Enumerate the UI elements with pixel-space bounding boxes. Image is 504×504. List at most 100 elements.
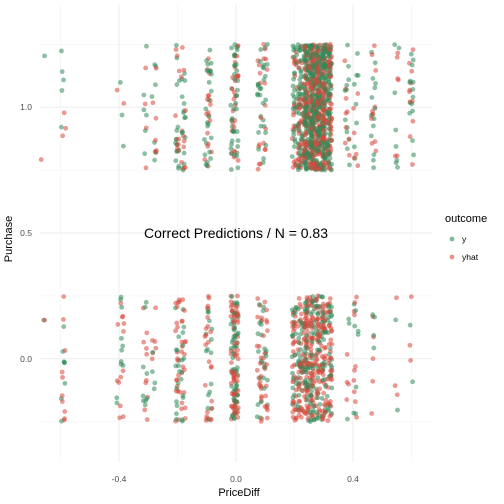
data-point-y bbox=[296, 150, 302, 156]
data-point-yhat bbox=[206, 295, 212, 301]
data-point-yhat bbox=[298, 311, 304, 317]
data-point-yhat bbox=[307, 334, 313, 340]
data-point-y bbox=[302, 382, 308, 388]
data-point-y bbox=[265, 377, 270, 383]
data-point-yhat bbox=[394, 392, 400, 398]
data-point-yhat bbox=[119, 314, 125, 320]
data-point-y bbox=[258, 58, 263, 64]
data-point-y bbox=[307, 70, 313, 76]
data-point-y bbox=[371, 157, 376, 163]
data-point-yhat bbox=[328, 376, 334, 382]
data-point-yhat bbox=[174, 53, 180, 59]
data-point-y bbox=[305, 136, 311, 142]
data-point-yhat bbox=[296, 124, 302, 130]
data-point-y bbox=[180, 129, 186, 135]
data-point-y bbox=[303, 167, 309, 172]
data-point-yhat bbox=[346, 136, 352, 142]
data-point-y bbox=[295, 167, 301, 173]
data-point-y bbox=[257, 92, 263, 98]
data-point-yhat bbox=[143, 65, 149, 71]
data-point-y bbox=[317, 347, 322, 353]
data-point-y bbox=[326, 116, 332, 122]
data-point-yhat bbox=[310, 316, 316, 321]
data-point-y bbox=[119, 304, 125, 310]
data-point-yhat bbox=[343, 125, 349, 130]
data-point-y bbox=[353, 384, 359, 390]
data-point-yhat bbox=[257, 70, 263, 76]
data-point-y bbox=[354, 120, 359, 126]
data-point-yhat bbox=[302, 324, 308, 329]
data-point-yhat bbox=[295, 59, 301, 65]
data-point-y bbox=[257, 320, 262, 326]
data-point-yhat bbox=[121, 321, 127, 326]
data-point-yhat bbox=[290, 399, 296, 404]
data-point-y bbox=[255, 331, 261, 337]
data-point-y bbox=[303, 109, 309, 114]
data-point-yhat bbox=[297, 398, 303, 404]
data-point-yhat bbox=[231, 319, 236, 325]
data-point-y bbox=[234, 368, 240, 374]
data-point-y bbox=[144, 43, 149, 49]
data-point-yhat bbox=[354, 414, 359, 420]
data-point-y bbox=[328, 314, 334, 319]
data-point-y bbox=[143, 299, 149, 305]
data-point-y bbox=[258, 47, 264, 52]
data-point-yhat bbox=[207, 118, 213, 123]
data-point-yhat bbox=[181, 390, 187, 395]
data-point-yhat bbox=[231, 124, 237, 130]
data-point-yhat bbox=[255, 314, 261, 320]
data-point-y bbox=[295, 92, 301, 98]
data-point-yhat bbox=[319, 97, 325, 103]
data-point-y bbox=[120, 363, 126, 368]
data-point-y bbox=[233, 100, 239, 106]
data-point-yhat bbox=[205, 96, 210, 102]
data-point-y bbox=[315, 310, 320, 316]
data-point-yhat bbox=[354, 294, 359, 300]
x-tick-label: -0.4 bbox=[112, 474, 127, 484]
data-point-yhat bbox=[256, 344, 262, 349]
data-point-y bbox=[231, 334, 237, 339]
data-point-y bbox=[311, 63, 316, 69]
data-point-y bbox=[234, 383, 240, 389]
data-point-y bbox=[395, 407, 400, 413]
data-point-y bbox=[409, 62, 415, 68]
data-point-y bbox=[321, 360, 327, 365]
data-point-y bbox=[342, 117, 348, 123]
data-point-yhat bbox=[327, 413, 333, 419]
data-point-yhat bbox=[206, 359, 212, 365]
data-point-y bbox=[302, 60, 308, 66]
data-point-yhat bbox=[328, 337, 334, 343]
data-point-yhat bbox=[228, 380, 234, 386]
data-point-y bbox=[228, 345, 234, 351]
data-point-y bbox=[300, 137, 305, 142]
data-point-yhat bbox=[344, 379, 350, 385]
data-point-y bbox=[204, 58, 209, 64]
data-point-y bbox=[290, 370, 295, 376]
data-point-y bbox=[346, 320, 352, 326]
data-point-y bbox=[392, 42, 398, 48]
data-point-y bbox=[292, 310, 298, 316]
data-point-y bbox=[309, 352, 314, 358]
data-point-y bbox=[393, 144, 399, 149]
data-point-yhat bbox=[314, 317, 320, 323]
data-point-y bbox=[61, 359, 67, 365]
data-point-y bbox=[232, 52, 237, 58]
data-point-yhat bbox=[299, 406, 305, 412]
data-point-y bbox=[59, 48, 64, 54]
data-point-y bbox=[207, 68, 213, 74]
data-point-y bbox=[120, 143, 126, 149]
data-point-yhat bbox=[326, 323, 332, 329]
data-point-yhat bbox=[351, 105, 356, 111]
data-point-yhat bbox=[179, 400, 185, 406]
data-point-y bbox=[295, 88, 301, 94]
data-point-y bbox=[291, 144, 297, 149]
data-point-yhat bbox=[329, 328, 335, 334]
data-point-y bbox=[176, 334, 182, 340]
data-point-y bbox=[177, 369, 182, 374]
data-point-yhat bbox=[328, 355, 334, 361]
data-point-yhat bbox=[395, 50, 401, 56]
data-point-y bbox=[311, 416, 317, 422]
x-tick-label: 0.0 bbox=[230, 474, 242, 484]
data-point-y bbox=[372, 85, 378, 91]
data-point-y bbox=[229, 45, 234, 51]
